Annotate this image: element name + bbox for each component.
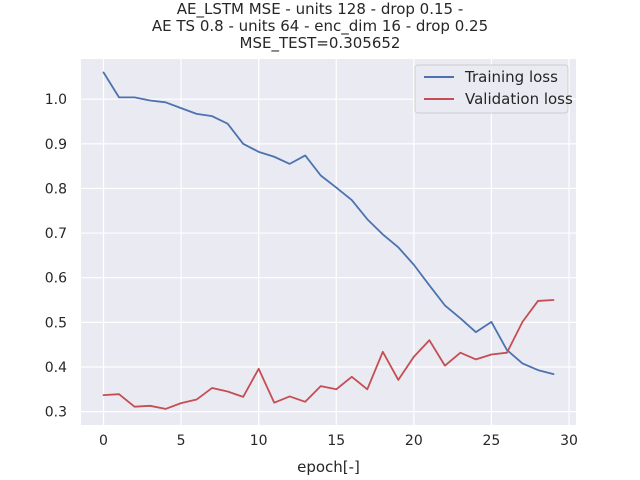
x-tick-label: 5 — [177, 433, 186, 449]
chart-title-line-2: AE TS 0.8 - units 64 - enc_dim 16 - drop… — [151, 17, 489, 35]
x-axis-label: epoch[-] — [297, 458, 360, 476]
series-line-validation-loss — [102, 299, 555, 410]
legend: Training loss Validation loss — [414, 64, 573, 114]
series-line-training-loss — [102, 71, 555, 376]
y-tick-label: 0.8 — [45, 181, 67, 197]
y-tick-label: 0.6 — [45, 271, 67, 287]
x-tick-label: 15 — [327, 433, 345, 449]
y-tick-label: 0.7 — [45, 226, 67, 242]
y-tick-label: 0.4 — [45, 360, 67, 376]
grid-lines — [81, 59, 576, 425]
y-tick-label: 0.3 — [45, 405, 67, 421]
x-tick-label: 0 — [99, 433, 108, 449]
tick-labels: 0 5 10 15 20 25 30 0.3 0.4 0.5 0.6 0.7 0.8 0.9 1.0 — [45, 92, 578, 449]
chart-title-line-3: MSE_TEST=0.305652 — [239, 34, 401, 52]
x-tick-label: 25 — [483, 433, 501, 449]
legend-label-training-loss: Training loss — [464, 68, 558, 86]
y-tick-label: 1.0 — [45, 92, 67, 108]
plot-area — [81, 59, 576, 425]
series-lines — [102, 71, 555, 410]
y-tick-label: 0.5 — [45, 315, 67, 331]
x-tick-label: 10 — [250, 433, 268, 449]
chart-title-line-1: AE_LSTM MSE - units 128 - drop 0.15 - — [176, 0, 464, 18]
y-tick-label: 0.9 — [45, 137, 67, 153]
x-tick-label: 20 — [405, 433, 423, 449]
legend-label-validation-loss: Validation loss — [465, 90, 573, 108]
x-tick-label: 30 — [560, 433, 578, 449]
